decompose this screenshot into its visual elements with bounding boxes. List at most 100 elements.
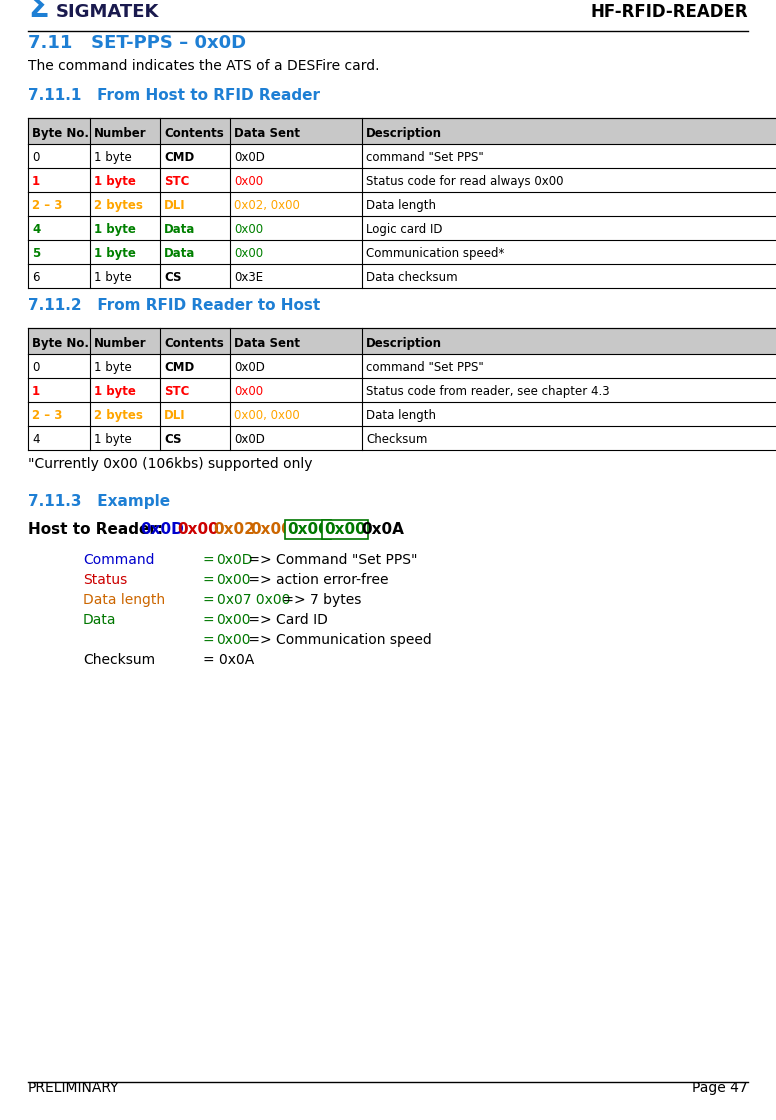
Text: Data: Data	[164, 248, 196, 260]
Text: 0x00: 0x00	[217, 633, 251, 647]
Text: 0: 0	[32, 151, 40, 164]
Text: 0x02: 0x02	[213, 522, 255, 536]
Text: PRELIMINARY: PRELIMINARY	[28, 1081, 120, 1095]
Text: 6: 6	[32, 271, 40, 284]
Text: =: =	[203, 613, 219, 627]
Text: Logic card ID: Logic card ID	[366, 223, 442, 236]
Text: 0x0D: 0x0D	[217, 553, 253, 567]
Text: Data checksum: Data checksum	[366, 271, 458, 284]
Text: Σ: Σ	[28, 0, 49, 24]
Text: 0x07 0x00: 0x07 0x00	[217, 592, 290, 607]
Text: 0x00: 0x00	[217, 573, 251, 587]
Text: =: =	[203, 633, 219, 647]
Text: =: =	[203, 553, 219, 567]
Text: STC: STC	[164, 385, 189, 398]
Text: Contents: Contents	[164, 127, 223, 140]
Text: 2 – 3: 2 – 3	[32, 199, 62, 212]
Text: = 0x0A: = 0x0A	[203, 653, 255, 668]
Text: 0x0D: 0x0D	[234, 433, 265, 446]
Bar	[28, 144, 776, 168]
Text: 1: 1	[32, 175, 40, 188]
Text: => Card ID: => Card ID	[244, 613, 327, 627]
Text: 0x00: 0x00	[234, 175, 263, 188]
Text: 2 bytes: 2 bytes	[94, 409, 143, 422]
Text: => action error-free: => action error-free	[244, 573, 388, 587]
Text: =: =	[203, 573, 219, 587]
Text: Byte No.: Byte No.	[32, 337, 89, 349]
Text: 0x00, 0x00: 0x00, 0x00	[234, 409, 300, 422]
Text: 4: 4	[32, 433, 40, 446]
Text: 0x0D: 0x0D	[234, 151, 265, 164]
Text: DLI: DLI	[164, 199, 185, 212]
Text: Data: Data	[83, 613, 116, 627]
Text: =: =	[203, 592, 219, 607]
Text: 1 byte: 1 byte	[94, 433, 132, 446]
Text: 0x00: 0x00	[324, 522, 365, 536]
Text: 0x0A: 0x0A	[361, 522, 404, 536]
Text: STC: STC	[164, 175, 189, 188]
Bar	[28, 379, 776, 402]
Text: 0x00: 0x00	[234, 385, 263, 398]
Bar	[28, 402, 776, 426]
Bar	[28, 354, 776, 379]
Text: CMD: CMD	[164, 361, 194, 374]
Text: Communication speed*: Communication speed*	[366, 248, 504, 260]
Text: Number: Number	[94, 337, 147, 349]
Text: The command indicates the ATS of a DESFire card.: The command indicates the ATS of a DESFi…	[28, 59, 379, 73]
Text: HF-RFID-READER: HF-RFID-READER	[591, 3, 748, 21]
Text: Data length: Data length	[366, 199, 436, 212]
Text: Checksum: Checksum	[83, 653, 155, 668]
Text: 2 – 3: 2 – 3	[32, 409, 62, 422]
Text: DLI: DLI	[164, 409, 185, 422]
Text: => 7 bytes: => 7 bytes	[278, 592, 361, 607]
Text: CS: CS	[164, 433, 182, 446]
Text: Status: Status	[83, 573, 127, 587]
Text: 0x02, 0x00: 0x02, 0x00	[234, 199, 300, 212]
Text: 4: 4	[32, 223, 40, 236]
Bar	[28, 118, 776, 144]
Text: 1 byte: 1 byte	[94, 151, 132, 164]
Bar	[28, 426, 776, 450]
Text: Checksum: Checksum	[366, 433, 428, 446]
Text: 0x00: 0x00	[287, 522, 329, 536]
Text: command "Set PPS": command "Set PPS"	[366, 151, 483, 164]
Text: Description: Description	[366, 337, 442, 349]
Text: 1 byte: 1 byte	[94, 223, 136, 236]
Text: 1 byte: 1 byte	[94, 385, 136, 398]
Text: 2 bytes: 2 bytes	[94, 199, 143, 212]
Text: 1 byte: 1 byte	[94, 361, 132, 374]
Text: CS: CS	[164, 271, 182, 284]
Text: 0x0D: 0x0D	[234, 361, 265, 374]
Text: Status code from reader, see chapter 4.3: Status code from reader, see chapter 4.3	[366, 385, 610, 398]
Text: 7.11.2   From RFID Reader to Host: 7.11.2 From RFID Reader to Host	[28, 298, 320, 312]
Bar	[28, 192, 776, 216]
Bar	[28, 240, 776, 264]
Bar	[28, 216, 776, 240]
Text: Data Sent: Data Sent	[234, 127, 300, 140]
Text: 1: 1	[32, 385, 40, 398]
Text: 1 byte: 1 byte	[94, 248, 136, 260]
Text: 0x00: 0x00	[217, 613, 251, 627]
Text: command "Set PPS": command "Set PPS"	[366, 361, 483, 374]
Bar	[28, 168, 776, 192]
Text: SIGMATEK: SIGMATEK	[56, 3, 159, 21]
Text: 7.11.3   Example: 7.11.3 Example	[28, 494, 170, 508]
Text: 0x3E: 0x3E	[234, 271, 263, 284]
Bar	[28, 328, 776, 354]
Text: Data length: Data length	[83, 592, 165, 607]
Text: => Command "Set PPS": => Command "Set PPS"	[244, 553, 417, 567]
Text: 0x0D: 0x0D	[140, 522, 184, 536]
Text: Command: Command	[83, 553, 154, 567]
Bar	[28, 264, 776, 288]
Text: Data: Data	[164, 223, 196, 236]
Text: 5: 5	[32, 248, 40, 260]
Text: 0x00: 0x00	[234, 223, 263, 236]
Text: Page 47: Page 47	[692, 1081, 748, 1095]
Text: 0x00: 0x00	[251, 522, 292, 536]
Text: Description: Description	[366, 127, 442, 140]
Text: CMD: CMD	[164, 151, 194, 164]
Text: Data length: Data length	[366, 409, 436, 422]
Text: Status code for read always 0x00: Status code for read always 0x00	[366, 175, 563, 188]
Text: 1 byte: 1 byte	[94, 271, 132, 284]
Text: "Currently 0x00 (106kbs) supported only: "Currently 0x00 (106kbs) supported only	[28, 457, 313, 472]
